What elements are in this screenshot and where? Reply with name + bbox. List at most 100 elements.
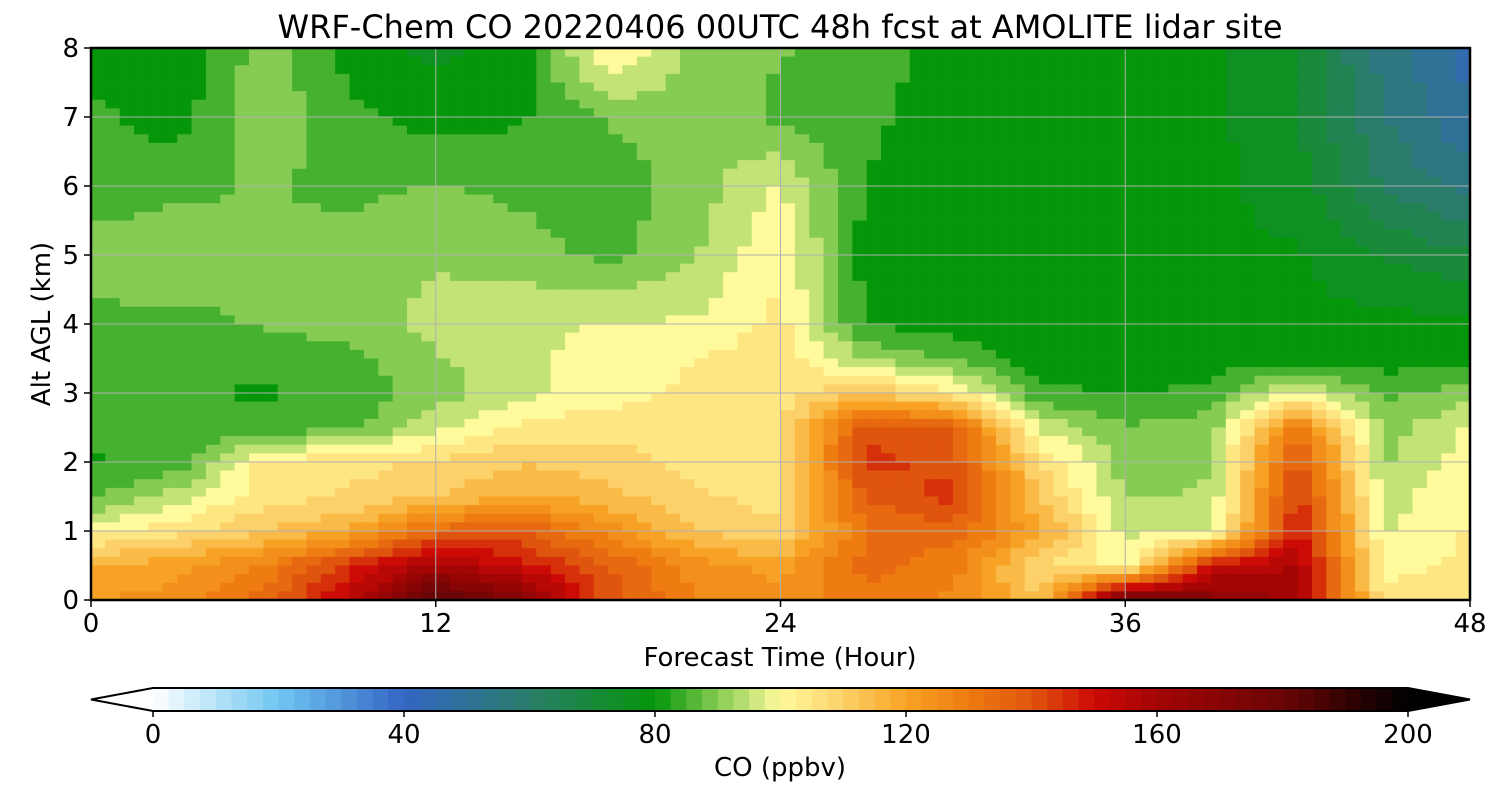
heatmap-cell xyxy=(162,315,178,325)
heatmap-cell xyxy=(579,375,595,385)
heatmap-cell xyxy=(723,220,738,230)
heatmap-cell xyxy=(378,151,394,161)
heatmap-cell xyxy=(91,229,106,239)
heatmap-cell xyxy=(895,177,911,187)
heatmap-cell xyxy=(809,263,825,273)
heatmap-cell xyxy=(134,48,150,58)
heatmap-cell xyxy=(665,91,681,101)
heatmap-cell xyxy=(249,134,264,144)
heatmap-cell xyxy=(593,73,609,84)
heatmap-cell xyxy=(952,479,968,489)
heatmap-cell xyxy=(335,375,351,385)
heatmap-cell xyxy=(550,332,566,342)
heatmap-cell xyxy=(1053,194,1069,204)
heatmap-cell xyxy=(134,306,150,316)
heatmap-cell xyxy=(1455,56,1470,66)
heatmap-cell xyxy=(1096,134,1112,144)
heatmap-cell xyxy=(1139,289,1155,299)
heatmap-cell xyxy=(1139,324,1155,334)
heatmap-cell xyxy=(1398,280,1414,291)
heatmap-cell xyxy=(1110,272,1126,282)
heatmap-cell xyxy=(995,142,1011,153)
heatmap-cell xyxy=(895,220,911,230)
heatmap-cell xyxy=(981,134,997,144)
heatmap-cell xyxy=(1153,255,1169,265)
heatmap-cell xyxy=(694,462,710,472)
heatmap-cell xyxy=(694,134,710,144)
heatmap-cell xyxy=(1412,315,1428,325)
heatmap-cell xyxy=(665,436,681,446)
heatmap-cell xyxy=(306,177,322,187)
heatmap-cell xyxy=(1225,349,1241,360)
heatmap-cell xyxy=(392,280,408,291)
heatmap-cell xyxy=(924,341,940,351)
heatmap-cell xyxy=(1398,410,1414,420)
heatmap-cell xyxy=(292,134,308,144)
heatmap-cell xyxy=(1369,367,1385,377)
heatmap-cell xyxy=(852,315,868,325)
heatmap-cell xyxy=(1268,470,1284,480)
heatmap-cell xyxy=(1412,151,1428,161)
heatmap-cell xyxy=(1039,427,1055,437)
heatmap-cell xyxy=(579,315,595,325)
heatmap-cell xyxy=(464,289,480,299)
heatmap-cell xyxy=(536,117,552,127)
heatmap-cell xyxy=(1412,108,1428,118)
heatmap-cell xyxy=(823,393,839,403)
heatmap-cell xyxy=(536,462,552,472)
heatmap-cell xyxy=(952,462,968,472)
heatmap-cell xyxy=(1369,384,1385,394)
heatmap-cell xyxy=(119,462,135,472)
heatmap-cell xyxy=(1412,444,1428,454)
heatmap-cell xyxy=(665,298,681,308)
heatmap-cell xyxy=(478,453,494,463)
heatmap-cell xyxy=(493,125,509,135)
heatmap-cell xyxy=(1110,99,1126,109)
heatmap-cell xyxy=(1297,125,1313,135)
heatmap-cell xyxy=(1039,220,1055,230)
heatmap-cell xyxy=(708,298,724,308)
heatmap-cell xyxy=(234,453,250,463)
heatmap-cell xyxy=(1197,151,1213,161)
heatmap-cell xyxy=(320,401,336,411)
heatmap-cell xyxy=(737,237,753,247)
heatmap-cell xyxy=(435,375,451,385)
heatmap-cell xyxy=(421,255,437,265)
heatmap-cell xyxy=(1082,462,1098,472)
heatmap-cell xyxy=(392,255,408,265)
heatmap-cell xyxy=(1182,246,1198,256)
heatmap-cell xyxy=(1383,272,1399,282)
heatmap-cell xyxy=(1340,410,1356,420)
heatmap-cell xyxy=(981,99,997,109)
heatmap-cell xyxy=(1441,99,1457,109)
heatmap-cell xyxy=(134,280,150,291)
heatmap-cell xyxy=(593,410,609,420)
heatmap-cell xyxy=(1182,324,1198,334)
heatmap-cell xyxy=(1369,436,1385,446)
heatmap-cell xyxy=(809,384,825,394)
heatmap-cell xyxy=(852,246,868,256)
heatmap-cell xyxy=(837,246,853,256)
heatmap-cell xyxy=(579,418,595,429)
heatmap-cell xyxy=(981,427,997,437)
heatmap-cell xyxy=(694,427,710,437)
heatmap-cell xyxy=(1125,82,1141,92)
heatmap-cell xyxy=(105,168,121,178)
heatmap-cell xyxy=(91,186,106,196)
heatmap-cell xyxy=(1110,418,1126,429)
heatmap-cell xyxy=(234,73,250,84)
heatmap-cell xyxy=(1441,453,1457,463)
heatmap-cell xyxy=(737,401,753,411)
heatmap-cell xyxy=(392,48,408,58)
heatmap-cell xyxy=(593,393,609,403)
heatmap-cell xyxy=(119,324,135,334)
heatmap-cell xyxy=(435,418,451,429)
heatmap-cell xyxy=(378,349,394,360)
heatmap-cell xyxy=(464,298,480,308)
heatmap-cell xyxy=(981,211,997,222)
heatmap-cell xyxy=(593,470,609,480)
heatmap-cell xyxy=(521,349,537,360)
heatmap-cell xyxy=(507,125,523,135)
heatmap-cell xyxy=(1067,332,1083,342)
heatmap-cell xyxy=(593,462,609,472)
